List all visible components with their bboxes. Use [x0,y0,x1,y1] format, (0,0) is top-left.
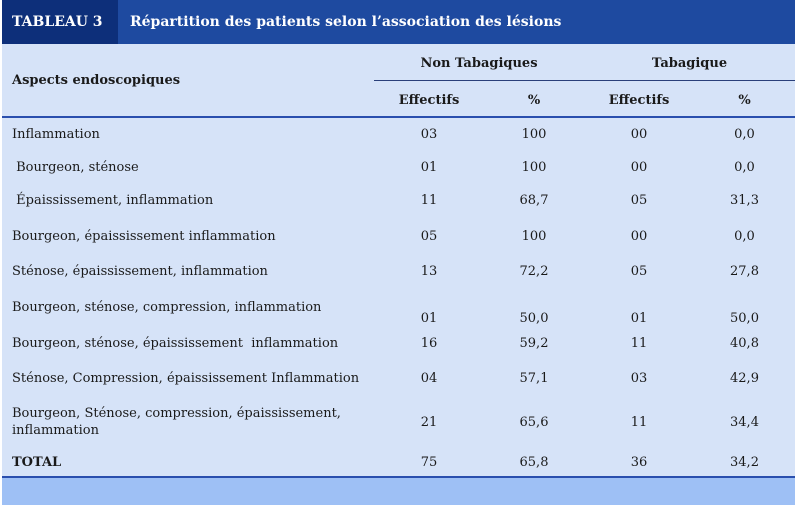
cell-effectifs-tabagique: 00 [630,127,648,142]
footer-band [2,478,795,505]
cell-percent-tabagique: 31,3 [730,193,759,208]
row-label: Bourgeon, épaississement inflammation [12,229,276,244]
cell-effectifs-non-tabagiques: 04 [420,371,438,386]
cell-percent-tabagique: 40,8 [730,336,759,351]
cell-percent-tabagique: 50,0 [730,311,759,326]
cell-effectifs-tabagique: 01 [630,311,648,326]
subheader-effectifs-tabagique: Effectifs [608,93,670,108]
cell-percent-non-tabagiques: 68,7 [519,193,549,208]
row-label: Sténose, épaississement, inflammation [12,264,268,279]
cell-effectifs-non-tabagiques: 01 [420,311,438,326]
total-effectifs-non-tabagiques: 75 [420,455,438,470]
cell-percent-tabagique: 0,0 [734,229,755,244]
total-label: TOTAL [12,455,62,470]
subheader-effectifs-non-tabagiques: Effectifs [398,93,460,108]
cell-percent-non-tabagiques: 100 [521,229,547,244]
cell-percent-non-tabagiques: 100 [521,127,547,142]
cell-percent-non-tabagiques: 50,0 [519,311,549,326]
cell-percent-non-tabagiques: 57,1 [519,371,549,386]
cell-percent-tabagique: 0,0 [734,127,755,142]
cell-percent-tabagique: 0,0 [734,160,755,175]
cell-percent-tabagique: 34,4 [730,415,759,430]
group-header-non-tabagiques: Non Tabagiques [420,56,538,71]
cell-effectifs-non-tabagiques: 01 [420,160,438,175]
cell-effectifs-tabagique: 00 [630,229,648,244]
row-label: Inflammation [12,127,100,142]
row-header: Aspects endoscopiques [12,73,181,88]
cell-effectifs-non-tabagiques: 13 [420,264,438,279]
row-label: Bourgeon, sténose, compression, inflamma… [12,300,322,315]
row-label: Bourgeon, sténose, épaississement inflam… [12,336,339,351]
cell-effectifs-non-tabagiques: 16 [420,336,438,351]
subheader-percent-tabagique: % [738,93,751,108]
table-title: Répartition des patients selon l’associa… [130,14,562,30]
title-bar: TABLEAU 3 Répartition des patients selon… [2,0,795,44]
total-percent-non-tabagiques: 65,8 [519,455,549,470]
cell-effectifs-tabagique: 03 [630,371,648,386]
row-label-line-1: Bourgeon, Sténose, compression, épaissis… [12,406,341,421]
cell-percent-non-tabagiques: 65,6 [519,415,549,430]
table-panel: TABLEAU 3 Répartition des patients selon… [2,0,795,505]
row-label: Bourgeon, sténose [12,160,139,175]
group-header-rule [374,80,795,81]
cell-effectifs-tabagique: 11 [630,336,648,351]
cell-percent-non-tabagiques: 59,2 [519,336,549,351]
cell-effectifs-tabagique: 05 [630,264,648,279]
cell-effectifs-non-tabagiques: 11 [420,193,438,208]
total-percent-tabagique: 34,2 [730,455,759,470]
group-header-tabagique: Tabagique [651,56,728,71]
cell-effectifs-tabagique: 00 [630,160,648,175]
table-number-label: TABLEAU 3 [2,0,118,44]
row-label: Épaississement, inflammation [12,193,214,208]
cell-effectifs-non-tabagiques: 21 [420,415,438,430]
row-label-line-2: inflammation [12,423,99,438]
footer-rule [2,476,795,478]
total-effectifs-tabagique: 36 [630,455,648,470]
cell-percent-non-tabagiques: 100 [521,160,547,175]
cell-percent-non-tabagiques: 72,2 [519,264,549,279]
cell-effectifs-tabagique: 11 [630,415,648,430]
cell-effectifs-non-tabagiques: 03 [420,127,438,142]
cell-percent-tabagique: 42,9 [730,371,759,386]
cell-effectifs-non-tabagiques: 05 [420,229,438,244]
cell-percent-tabagique: 27,8 [730,264,759,279]
cell-effectifs-tabagique: 05 [630,193,648,208]
header-rule [2,116,795,118]
row-label: Sténose, Compression, épaississement Inf… [12,371,360,386]
subheader-percent-non-tabagiques: % [527,93,541,108]
